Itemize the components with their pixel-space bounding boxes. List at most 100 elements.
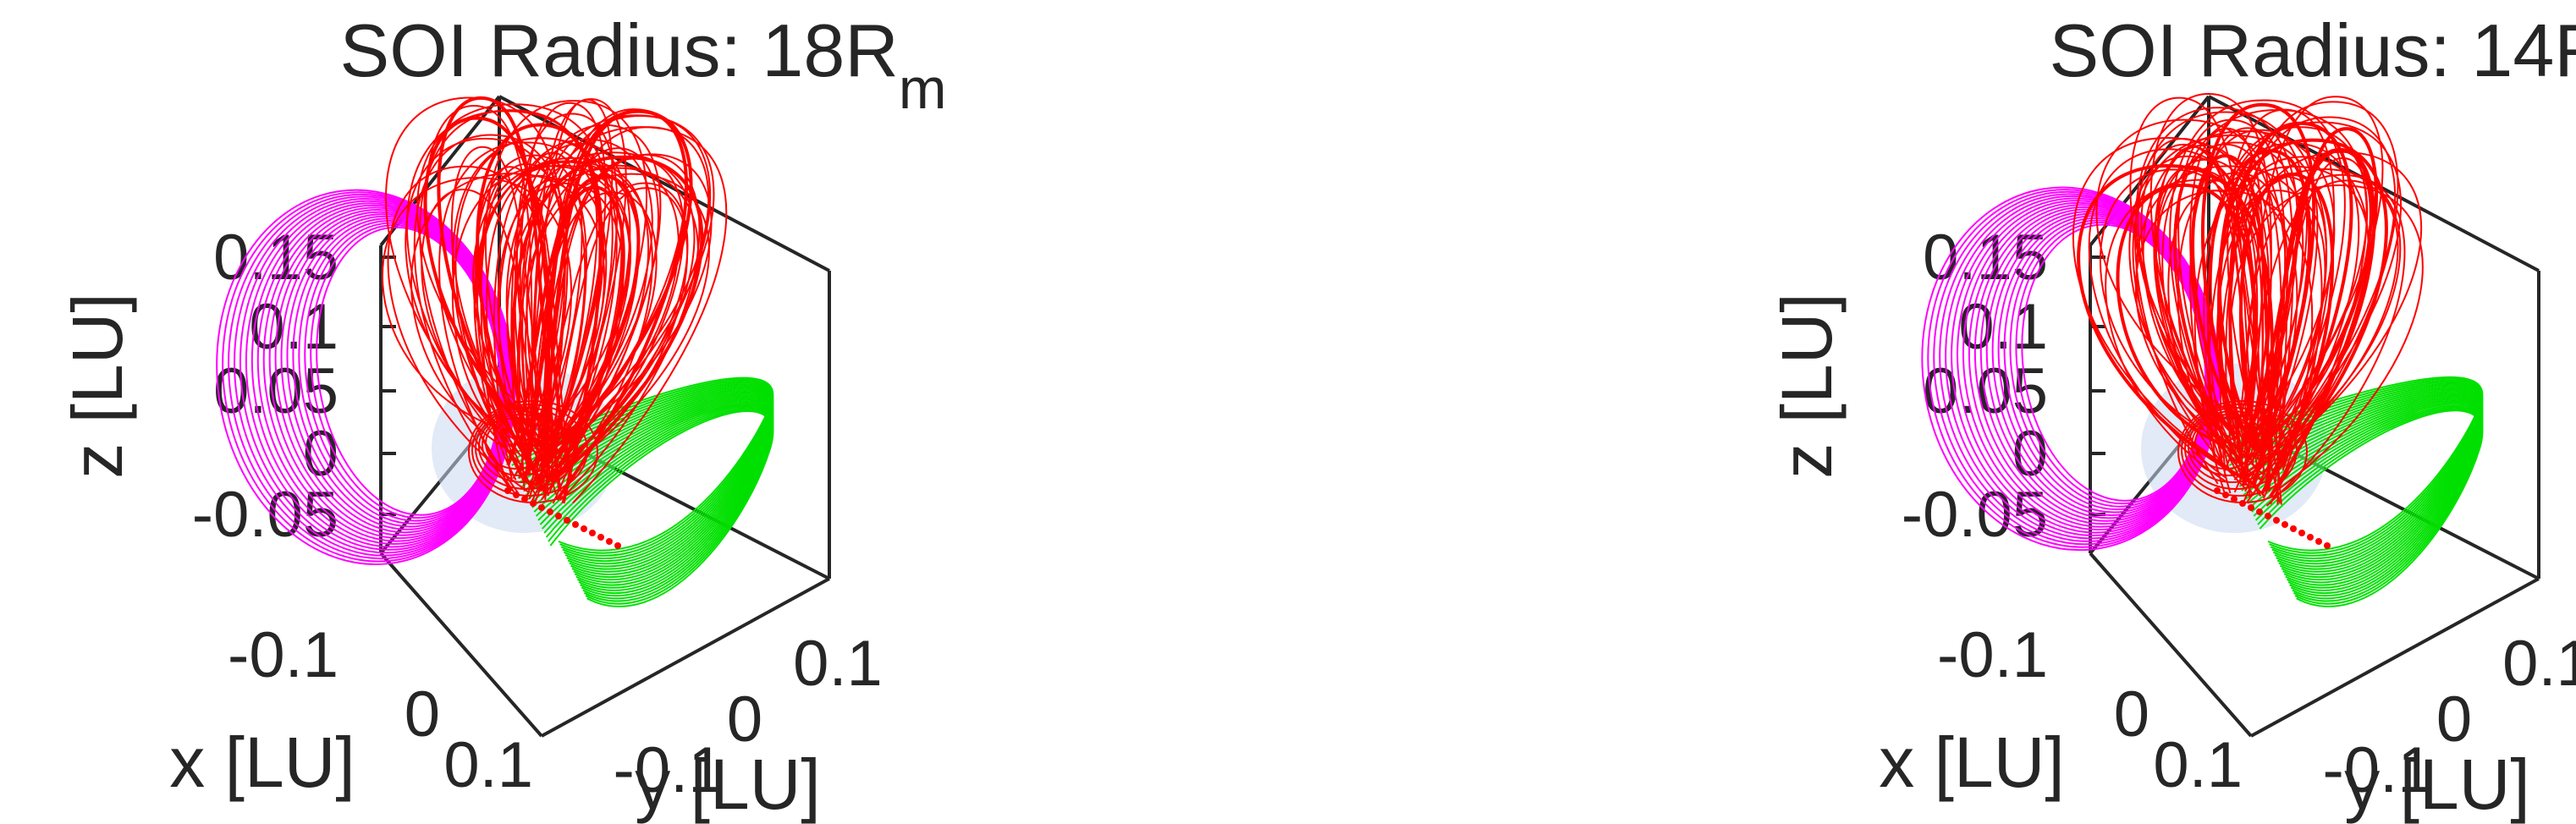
transfer-trajectory [2189, 129, 2319, 505]
patch-point [2239, 500, 2246, 507]
title-subscript: m [899, 57, 947, 121]
transfer-trajectory [437, 96, 562, 492]
lunar-spiral [478, 410, 568, 483]
lunar-spiral [2194, 417, 2257, 470]
lunar-spiral [485, 417, 548, 470]
lunar-spiral [482, 414, 558, 476]
chart-title: SOI Radius: 18Rm [340, 8, 947, 121]
x-tick-label: 0.1 [443, 729, 533, 801]
transfer-trajectory [2177, 172, 2289, 454]
z-tick-label: 0.1 [1958, 291, 2048, 363]
transfer-trajectory [472, 160, 653, 462]
patch-point [2256, 508, 2263, 515]
y-tick-label: 0.1 [793, 628, 883, 700]
transfer-trajectory [516, 113, 619, 445]
patch-point [589, 530, 596, 536]
patch-point [530, 500, 537, 507]
patch-point [2214, 487, 2221, 494]
transfer-trajectory [405, 137, 565, 442]
transfer-trajectory [2153, 165, 2260, 460]
transfer-trajectory [529, 98, 627, 483]
transfer-trajectory [381, 177, 572, 442]
x-tick-label: -0.1 [228, 619, 339, 691]
transfer-trajectory [474, 161, 640, 489]
patch-point [538, 504, 545, 511]
patch-point [2290, 525, 2297, 532]
x-axis-label: x [LU] [1879, 722, 2064, 802]
transfer-trajectory [419, 109, 598, 503]
lunar-spiral [2188, 410, 2277, 483]
z-axis-label: z [LU] [1767, 293, 1847, 478]
transfer-trajectory [2208, 190, 2326, 481]
y-tick-label: -0.1 [2323, 734, 2434, 806]
transfer-trajectory [425, 105, 534, 448]
transfer-trajectory [451, 137, 623, 504]
patch-point [555, 513, 562, 519]
lunar-spiral [2181, 404, 2298, 497]
transfer-trajectory [2217, 138, 2388, 465]
patch-point [572, 521, 579, 528]
patch-point [2231, 496, 2237, 503]
patch-point [606, 538, 613, 545]
patch-point [2282, 521, 2288, 528]
transfer-trajectory [2155, 158, 2282, 505]
y-tick-label: 0 [727, 684, 762, 755]
lunar-spiral [2191, 414, 2267, 476]
patch-point [547, 508, 553, 515]
transfer-trajectory [2228, 184, 2424, 491]
transfer-trajectory [533, 114, 712, 475]
transfer-trajectory [505, 151, 696, 464]
patch-point [521, 496, 528, 503]
x-tick-label: -0.1 [1937, 619, 2048, 691]
patch-point [513, 492, 520, 498]
y-axis-label: y [LU] [2344, 744, 2529, 824]
patch-point [2298, 530, 2305, 536]
transfer-trajectory [476, 123, 603, 504]
transfer-trajectories [2072, 92, 2424, 549]
transfer-trajectory [2193, 165, 2370, 479]
patch-point [2265, 513, 2271, 519]
patch-point [2222, 492, 2229, 498]
lunar-spiral [475, 407, 578, 490]
patch-point [2315, 538, 2322, 545]
patch-point [581, 525, 587, 532]
transfer-trajectory [421, 189, 566, 467]
transfer-trajectory [2140, 143, 2281, 503]
patch-point [2248, 504, 2254, 511]
transfer-trajectory [2155, 169, 2265, 475]
x-tick-label: 0.1 [2153, 729, 2243, 801]
halo-orbit [2021, 223, 2207, 502]
x-tick-label: 0 [405, 678, 440, 750]
x-axis-label: x [LU] [169, 722, 355, 802]
patch-point [504, 487, 511, 494]
transfer-trajectory [522, 185, 625, 492]
z-axis-label: z [LU] [58, 293, 137, 478]
patch-point [2273, 517, 2280, 524]
patch-point [2324, 542, 2331, 549]
transfer-trajectories [381, 96, 728, 549]
x-tick-label: 0 [2114, 678, 2149, 750]
transfer-trajectory [385, 96, 566, 476]
manifold-trajectory [549, 409, 774, 607]
lunar-spiral [2184, 407, 2287, 490]
transfer-trajectory [2134, 111, 2308, 493]
patch-point [564, 517, 570, 524]
transfer-trajectory [486, 174, 586, 476]
y-tick-label: 0 [2436, 684, 2472, 755]
transfer-trajectory [2149, 92, 2272, 471]
transfer-trajectory [474, 154, 587, 469]
patch-point [597, 534, 604, 541]
transfer-trajectory [2105, 179, 2298, 492]
transfer-trajectory [2072, 136, 2271, 476]
subplot-2: SOI Radius: 14Rm0.150.10.050-0.05z [LU]-… [1767, 8, 2576, 824]
transfer-trajectory [2217, 149, 2312, 449]
transfer-trajectory [516, 173, 710, 484]
transfer-trajectory [525, 164, 680, 455]
transfer-trajectory [541, 108, 687, 453]
transfer-trajectory [2219, 151, 2422, 481]
y-tick-label: 0.1 [2502, 628, 2576, 700]
z-tick-label: -0.05 [1902, 479, 2048, 551]
